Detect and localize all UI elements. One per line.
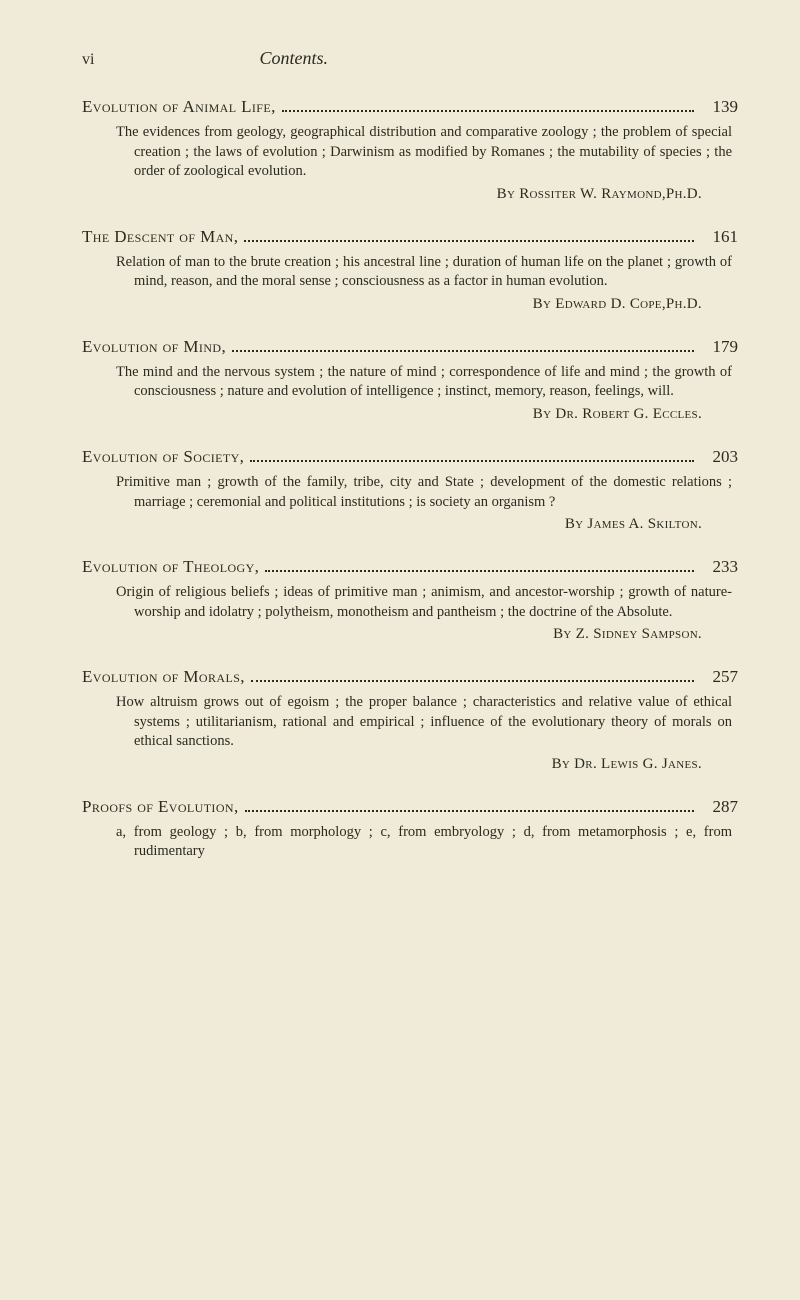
entry-author: By Dr. Lewis G. Janes. (82, 756, 702, 773)
entry-description: a, from geology ; b, from morphology ; c… (116, 823, 732, 862)
entry-author: By James A. Skilton. (82, 516, 702, 533)
entry-title: The Descent of Man, (82, 227, 238, 247)
entry-page: 233 (700, 557, 738, 577)
toc-entry: Evolution of Theology, 233 Origin of rel… (82, 557, 738, 643)
entry-page: 203 (700, 447, 738, 467)
entry-page: 139 (700, 97, 738, 117)
running-title: Contents. (259, 48, 328, 69)
leader-dots (265, 569, 694, 572)
leader-dots (282, 109, 694, 112)
toc-entry: Evolution of Morals, 257 How altruism gr… (82, 667, 738, 773)
entry-title: Evolution of Society, (82, 447, 244, 467)
entry-author: By Edward D. Cope,Ph.D. (82, 296, 702, 313)
entry-title-row: Evolution of Theology, 233 (82, 557, 738, 577)
leader-dots (250, 459, 694, 462)
entry-description: How altruism grows out of egoism ; the p… (116, 693, 732, 752)
entry-title-row: Proofs of Evolution, 287 (82, 797, 738, 817)
entry-title-row: Evolution of Animal Life, 139 (82, 97, 738, 117)
entry-page: 287 (700, 797, 738, 817)
entry-description: The mind and the nervous system ; the na… (116, 363, 732, 402)
entry-page: 179 (700, 337, 738, 357)
entry-title: Evolution of Morals, (82, 667, 245, 687)
toc-entry: Evolution of Animal Life, 139 The eviden… (82, 97, 738, 203)
toc-entry: Proofs of Evolution, 287 a, from geology… (82, 797, 738, 862)
leader-dots (232, 349, 694, 352)
entry-page: 257 (700, 667, 738, 687)
entry-title: Evolution of Theology, (82, 557, 259, 577)
toc-entry: Evolution of Society, 203 Primitive man … (82, 447, 738, 533)
entry-title-row: Evolution of Mind, 179 (82, 337, 738, 357)
contents-page: vi Contents. Evolution of Animal Life, 1… (0, 0, 800, 926)
entry-description: Primitive man ; growth of the family, tr… (116, 473, 732, 512)
leader-dots (251, 679, 694, 682)
header-page-number: vi (82, 51, 94, 69)
entry-author: By Z. Sidney Sampson. (82, 626, 702, 643)
entry-title-row: Evolution of Morals, 257 (82, 667, 738, 687)
entry-title: Evolution of Animal Life, (82, 97, 276, 117)
entry-author: By Rossiter W. Raymond,Ph.D. (82, 186, 702, 203)
toc-entry: Evolution of Mind, 179 The mind and the … (82, 337, 738, 423)
entry-description: The evidences from geology, geographical… (116, 123, 732, 182)
page-header: vi Contents. (82, 48, 738, 69)
entry-description: Origin of religious beliefs ; ideas of p… (116, 583, 732, 622)
entry-author: By Dr. Robert G. Eccles. (82, 406, 702, 423)
entry-title: Evolution of Mind, (82, 337, 226, 357)
entry-description: Relation of man to the brute creation ; … (116, 253, 732, 292)
toc-entry: The Descent of Man, 161 Relation of man … (82, 227, 738, 313)
entry-title: Proofs of Evolution, (82, 797, 239, 817)
entry-title-row: Evolution of Society, 203 (82, 447, 738, 467)
leader-dots (245, 809, 694, 812)
entry-page: 161 (700, 227, 738, 247)
leader-dots (244, 239, 694, 242)
entry-title-row: The Descent of Man, 161 (82, 227, 738, 247)
